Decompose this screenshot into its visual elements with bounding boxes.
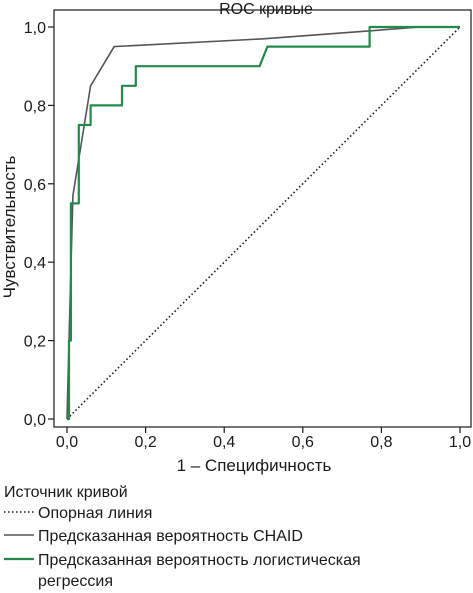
legend: Источник кривой Опорная линия Предсказанн… — [4, 484, 361, 590]
y-axis-title: Чувствительность — [0, 155, 19, 298]
x-tick-label: 1,0 — [449, 434, 471, 451]
y-tick-label: 0,6 — [24, 177, 46, 194]
x-tick-label: 0,0 — [56, 434, 78, 451]
plot-border — [53, 9, 472, 428]
y-tick-label: 0,0 — [24, 412, 46, 429]
x-tick-label: 0,4 — [213, 434, 235, 451]
y-tick-label: 1,0 — [24, 20, 46, 37]
y-tick-label: 0,2 — [24, 334, 46, 351]
y-tick-label: 0,4 — [24, 255, 46, 272]
x-tick-label: 0,2 — [134, 434, 156, 451]
legend-item-logistic-label: Предсказанная вероятность логистическая р… — [38, 552, 361, 590]
x-axis-title: 1 – Специфичность — [177, 456, 332, 475]
logistic-roc-line — [67, 25, 460, 421]
legend-item-reference-label: Опорная линия — [38, 505, 152, 522]
plot-frame — [53, 9, 472, 428]
x-tick-label: 0,6 — [292, 434, 314, 451]
series-layer — [66, 25, 461, 421]
y-tick-label: 0,8 — [24, 98, 46, 115]
reference-line — [66, 26, 461, 420]
chaid-roc-line — [66, 26, 460, 420]
x-tick-label: 0,8 — [370, 434, 392, 451]
legend-item-chaid-label: Предсказанная вероятность CHAID — [38, 528, 303, 545]
legend-title: Источник кривой — [4, 484, 128, 501]
ticks-layer: 0,0 0,2 0,4 0,6 0,8 1,0 0,0 0,2 0,4 0,6 0,8 1,0 — [24, 20, 471, 451]
